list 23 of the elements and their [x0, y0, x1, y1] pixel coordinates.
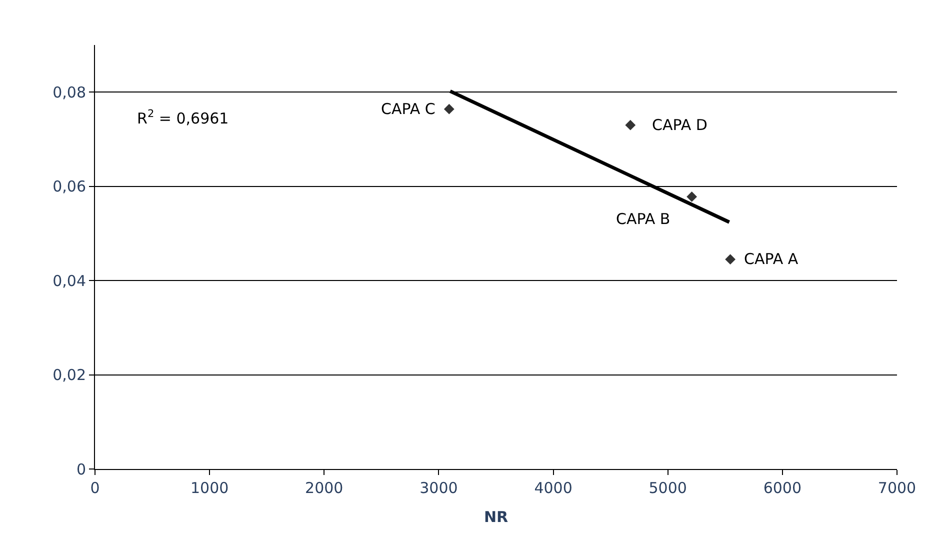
annotation: CAPA A — [744, 250, 799, 268]
y-tick-label: 0,04 — [52, 272, 86, 290]
x-tick-label: 1000 — [190, 479, 229, 497]
x-tick-label: 7000 — [878, 479, 916, 497]
point — [625, 120, 636, 130]
y-tick-label: 0,06 — [52, 178, 86, 196]
x-tick-label: 3000 — [420, 479, 458, 497]
x-tick-label: 0 — [90, 479, 100, 497]
x-tick-label: 4000 — [534, 479, 572, 497]
annotation: R$^{2}$ = 0,6961 — [137, 108, 229, 128]
annotation: CAPA D — [652, 116, 708, 134]
y-tick-label: 0,02 — [52, 366, 86, 384]
point — [444, 104, 454, 114]
point — [725, 254, 736, 265]
y-tick-label: 0,08 — [52, 83, 86, 102]
annotation: CAPA B — [616, 210, 670, 228]
point — [686, 192, 697, 202]
y-tick-label: 0 — [76, 460, 86, 478]
x-axis-title: NR — [484, 508, 508, 526]
x-tick-label: 5000 — [648, 479, 687, 497]
x-tick-label: 2000 — [305, 479, 344, 497]
x-tick-label: 6000 — [763, 479, 802, 497]
annotation: CAPA C — [381, 100, 436, 118]
